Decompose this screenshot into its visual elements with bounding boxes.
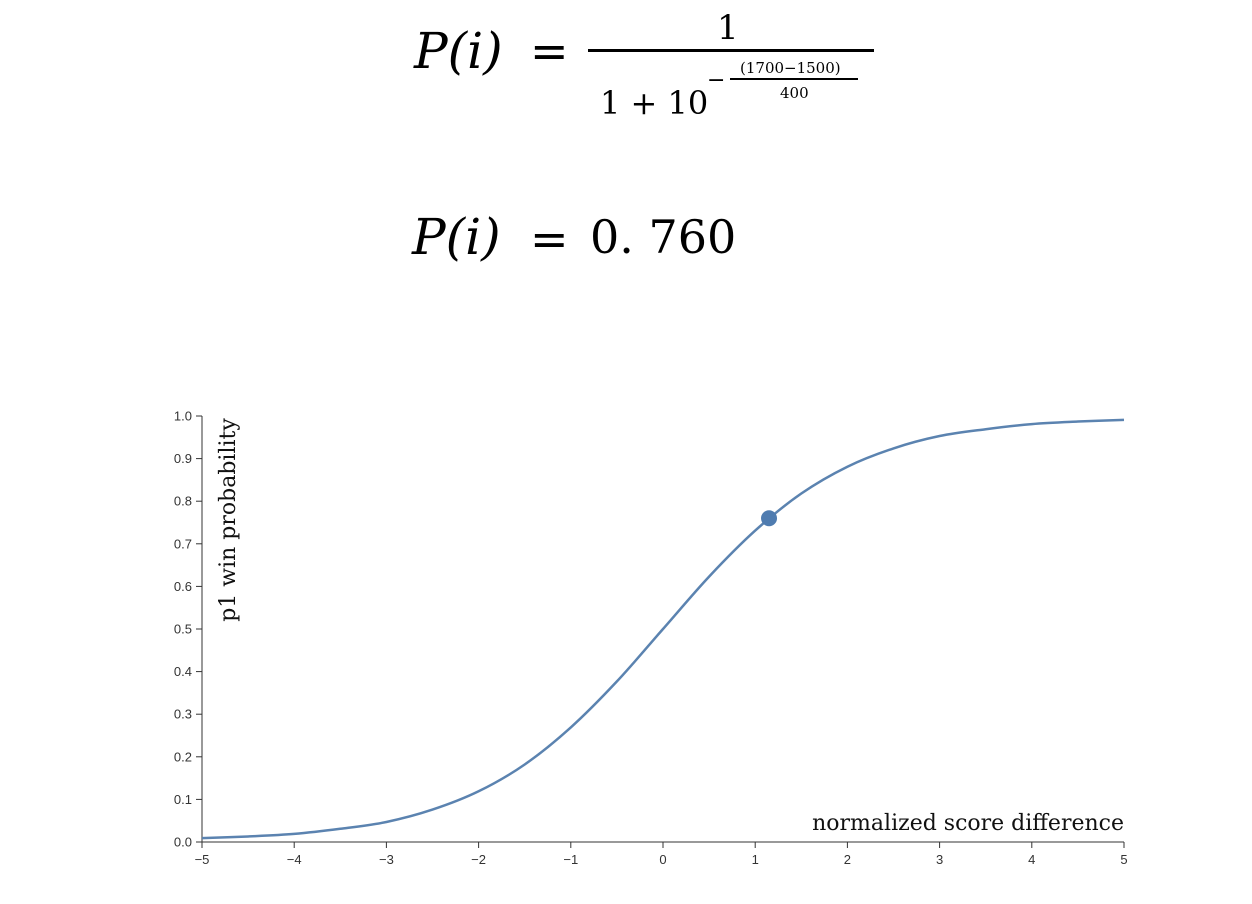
y-tick-label: 0.7 (174, 536, 192, 551)
y-tick-label: 0.9 (174, 451, 192, 466)
formula-lhs: P(i) (414, 22, 503, 80)
x-tick-label: 3 (936, 852, 943, 867)
y-tick-label: 1.0 (174, 409, 192, 424)
highlight-point[interactable] (761, 510, 778, 527)
x-tick-label: −2 (471, 852, 486, 867)
y-tick-label: 0.5 (174, 622, 192, 637)
y-tick-label: 0.0 (174, 835, 192, 850)
formula-denominator-base: 1 + 10 (600, 84, 709, 122)
formula-exponent-bar (730, 78, 858, 80)
x-tick-label: 4 (1028, 852, 1035, 867)
x-tick-label: −5 (195, 852, 210, 867)
x-axis-label: normalized score difference (812, 811, 1124, 836)
y-tick-label: 0.1 (174, 792, 192, 807)
x-tick-label: −1 (563, 852, 578, 867)
x-axis: −5 −4 −3 −2 −1 0 1 2 3 4 5 (195, 841, 1128, 867)
x-tick-label: 1 (752, 852, 759, 867)
formula-block: P(i) = 1 1 + 10 − (1700−1500) 400 P(i) =… (0, 0, 1252, 300)
y-tick-label: 0.3 (174, 707, 192, 722)
y-axis-label: p1 win probability (216, 418, 241, 622)
y-tick-label: 0.8 (174, 494, 192, 509)
x-tick-label: 0 (659, 852, 666, 867)
result-lhs: P(i) (412, 208, 501, 266)
formula-fraction-bar (588, 49, 874, 52)
result-lhs-symbol: P (412, 208, 446, 266)
formula-lhs-symbol: P (414, 22, 448, 80)
y-tick-label: 0.2 (174, 749, 192, 764)
formula-lhs-arg: (i) (447, 22, 503, 80)
formula-equals: = (530, 24, 569, 78)
x-tick-label: 2 (844, 852, 851, 867)
formula-exponent-numerator: (1700−1500) (740, 59, 841, 77)
y-tick-label: 0.6 (174, 579, 192, 594)
x-tick-label: 5 (1120, 852, 1127, 867)
x-tick-label: −3 (379, 852, 394, 867)
result-lhs-arg: (i) (445, 208, 501, 266)
probability-curve (201, 418, 1125, 840)
y-tick-label: 0.4 (174, 664, 192, 679)
formula-numerator: 1 (717, 8, 739, 48)
result-equals: = (530, 212, 569, 266)
y-axis: 0.0 0.1 0.2 0.3 0.4 0.5 0.6 0.7 0.8 0.9 1.0 (174, 409, 203, 850)
result-value: 0. 760 (590, 210, 737, 264)
formula-exponent-denominator: 400 (780, 84, 809, 102)
formula-exponent-sign: − (707, 68, 726, 93)
x-tick-label: −4 (287, 852, 302, 867)
